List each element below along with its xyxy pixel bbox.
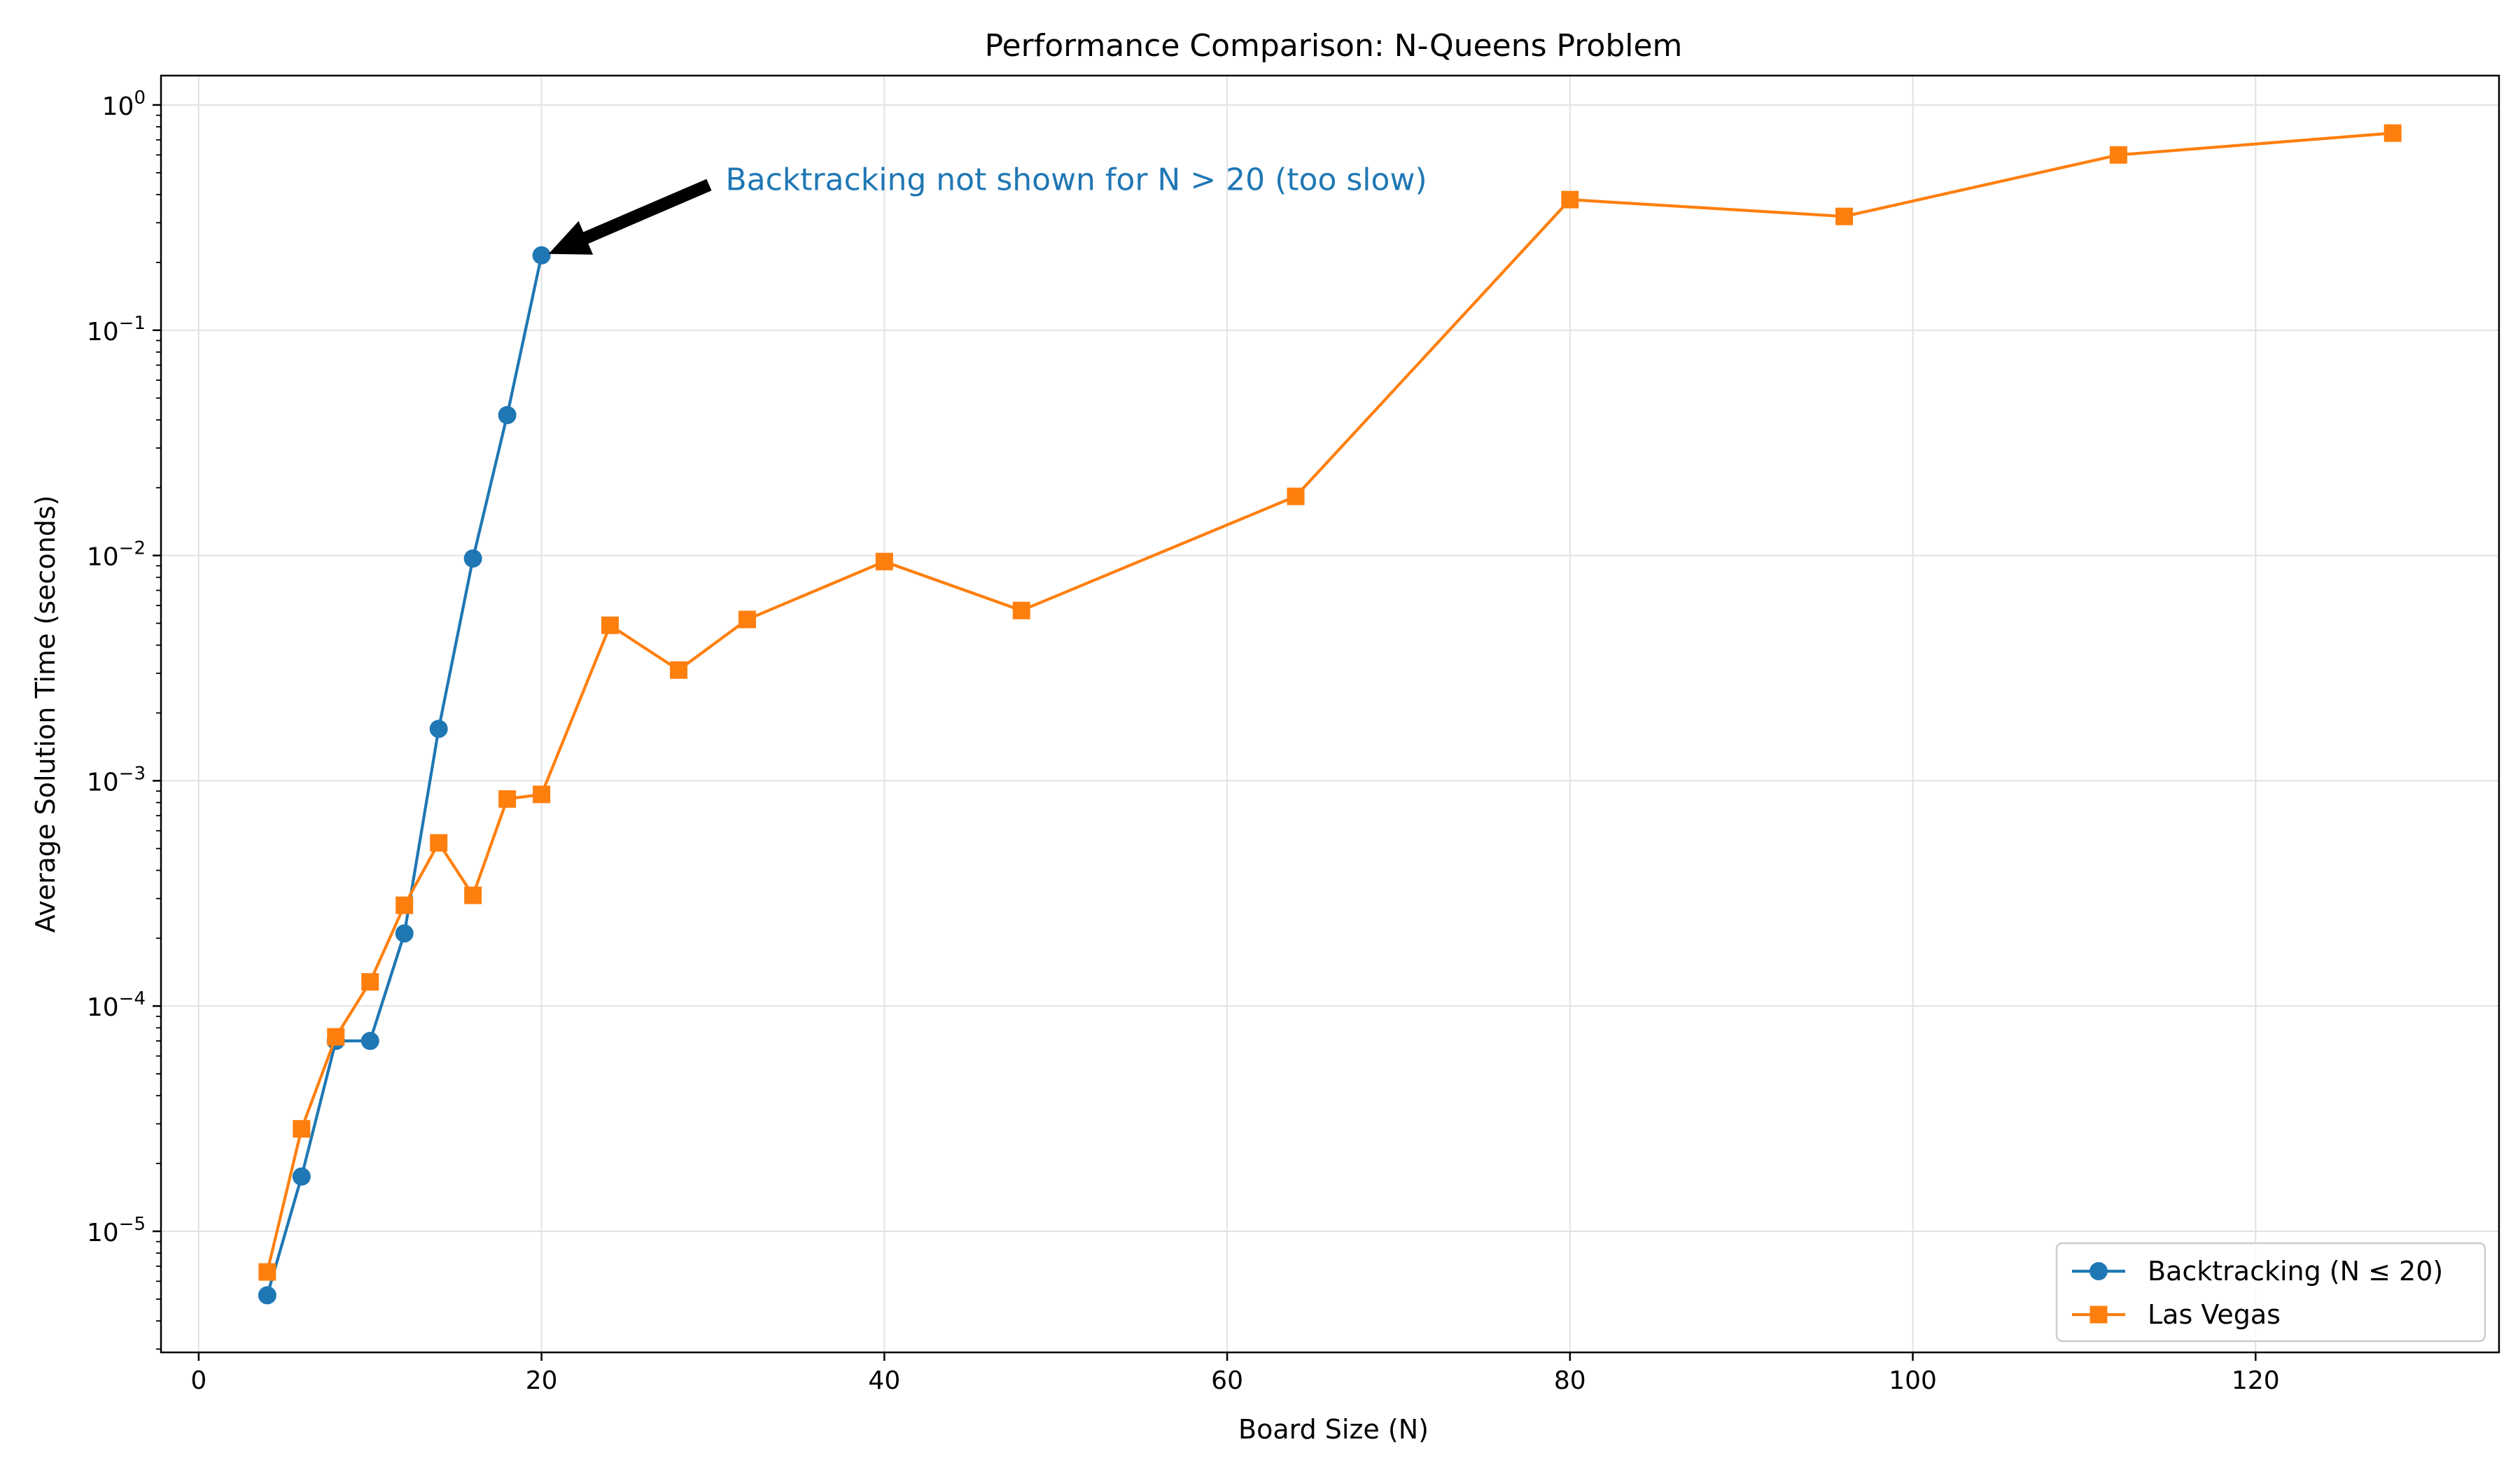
x-tick-label: 20 <box>526 1366 558 1395</box>
axes: 0 20 40 60 80 100 120 10−5 10−4 10−3 10−2 10−1 100 <box>87 74 2500 1395</box>
y-tick-label: 10−4 <box>87 988 146 1022</box>
legend-box <box>2055 1242 2486 1343</box>
x-axis-label: Board Size (N) <box>1238 1414 1429 1445</box>
data-point <box>293 1120 311 1138</box>
data-point <box>670 661 688 679</box>
data-point <box>498 405 517 424</box>
data-point <box>429 720 448 738</box>
data-point <box>1287 487 1305 505</box>
y-tick-label: 100 <box>102 88 146 121</box>
plot-frame <box>160 74 2500 1354</box>
data-point <box>532 246 551 265</box>
y-tick-label: 10−5 <box>87 1214 146 1247</box>
y-tick-label: 10−1 <box>87 313 146 346</box>
annotation-arrow <box>548 178 712 255</box>
data-point <box>361 973 379 991</box>
x-tick-label: 60 <box>1211 1366 1243 1395</box>
legend-marker <box>2090 1262 2108 1280</box>
data-point <box>360 1032 379 1051</box>
legend-label: Las Vegas <box>2148 1299 2281 1330</box>
x-tick-label: 40 <box>868 1366 900 1395</box>
data-point <box>396 896 414 914</box>
y-tick-label: 10−3 <box>87 763 146 797</box>
data-point <box>430 834 448 852</box>
data-point <box>875 552 893 570</box>
series-2 <box>258 124 2402 1281</box>
x-tick-label: 80 <box>1554 1366 1586 1395</box>
data-point <box>498 790 517 808</box>
series-layer <box>258 124 2402 1305</box>
grid-lines <box>161 76 2499 1352</box>
data-point <box>2109 146 2127 164</box>
data-point <box>1835 207 1854 225</box>
data-point <box>292 1167 311 1186</box>
chart-title: Performance Comparison: N-Queens Problem <box>985 28 1683 64</box>
x-tick-label: 100 <box>1889 1366 1937 1395</box>
annotation: Backtracking not shown for N > 20 (too s… <box>548 162 1427 255</box>
data-point <box>1561 190 1579 209</box>
data-point <box>327 1028 345 1046</box>
data-point <box>395 924 414 943</box>
data-point <box>464 886 482 904</box>
legend-marker <box>2090 1306 2108 1324</box>
annotation-text: Backtracking not shown for N > 20 (too s… <box>725 162 1427 198</box>
legend-entry: Las Vegas <box>2072 1299 2281 1330</box>
data-point <box>533 785 551 804</box>
data-point <box>2384 124 2402 142</box>
y-tick-label: 10−2 <box>87 538 146 572</box>
data-point <box>258 1263 276 1281</box>
data-point <box>258 1286 276 1305</box>
data-point <box>463 549 482 568</box>
legend: Backtracking (N ≤ 20) Las Vegas <box>2055 1242 2486 1343</box>
data-point <box>738 610 756 629</box>
x-tick-label: 0 <box>190 1366 206 1395</box>
legend-entry: Backtracking (N ≤ 20) <box>2072 1256 2443 1287</box>
data-point <box>601 616 620 634</box>
legend-label: Backtracking (N ≤ 20) <box>2148 1256 2443 1287</box>
data-point <box>1012 601 1030 620</box>
x-tick-label: 120 <box>2232 1366 2280 1395</box>
y-axis-label: Average Solution Time (seconds) <box>30 495 61 932</box>
